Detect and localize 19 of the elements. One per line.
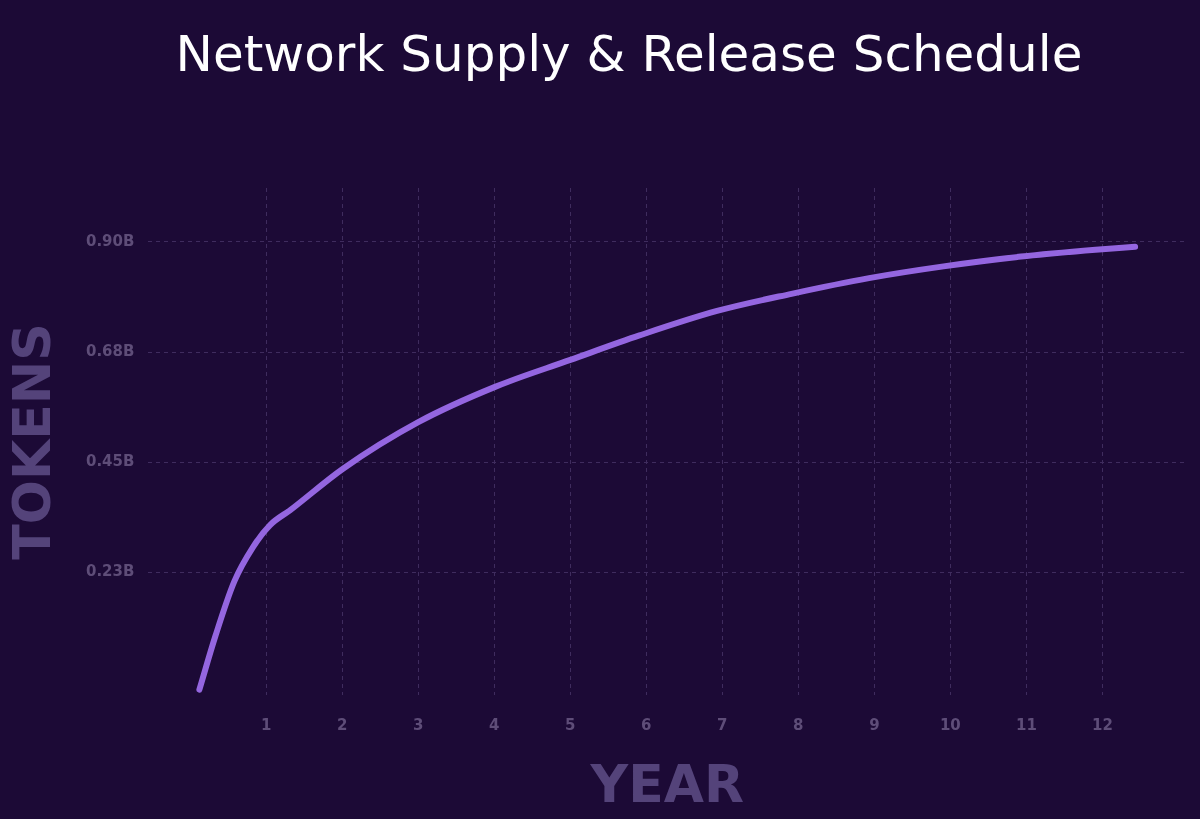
x-tick-label: 5 [565,715,576,734]
x-tick-label: 10 [939,715,961,734]
x-tick-label: 11 [1015,715,1037,734]
x-tick-label: 3 [413,715,424,734]
y-tick-label: 0.23B [85,562,135,581]
x-tick-label: 7 [717,715,728,734]
x-tick-label: 6 [641,715,652,734]
chart-title: Network Supply & Release Schedule [175,24,1083,83]
x-tick-label: 2 [337,715,348,734]
y-tick-label: 0.45B [85,452,135,471]
x-tick-label: 9 [869,715,880,734]
y-axis-title: TOKENS [1,323,62,560]
x-axis-title: YEAR [589,753,744,814]
x-tick-label: 1 [261,715,272,734]
x-tick-label: 12 [1091,715,1113,734]
x-tick-label: 8 [793,715,804,734]
x-tick-label: 4 [489,715,500,734]
y-tick-label: 0.68B [85,341,135,360]
y-tick-label: 0.90B [85,231,135,250]
